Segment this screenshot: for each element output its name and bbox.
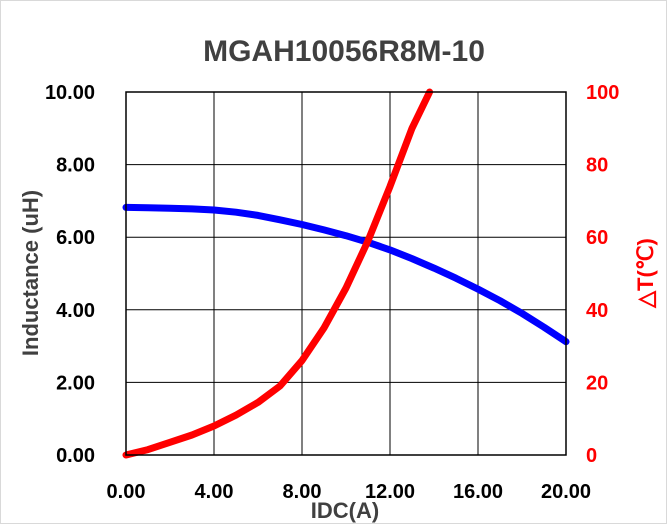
x-tick-label: 16.00	[453, 481, 503, 503]
y2-tick-label: 80	[586, 155, 608, 177]
x-axis-label: IDC(A)	[311, 498, 379, 523]
temperature-rise-line	[122, 88, 434, 459]
series-layer	[122, 88, 570, 459]
x-tick-label: 20.00	[541, 481, 591, 503]
inductance-line	[122, 203, 570, 346]
chart-title: MGAH10056R8M-10	[203, 35, 485, 68]
y-tick-label: 6.00	[56, 227, 95, 249]
y-tick-label: 4.00	[56, 300, 95, 322]
x-tick-label: 0.00	[107, 481, 146, 503]
x-tick-label: 4.00	[195, 481, 234, 503]
y2-tick-label: 40	[586, 300, 608, 322]
tick-layer: 0.00 4.00 8.00 12.00 16.00 20.00 0.00 2.00 4.00 6…	[45, 82, 619, 503]
x-tick-label: 12.00	[365, 481, 415, 503]
y2-tick-label: 60	[586, 227, 608, 249]
y-tick-label: 8.00	[56, 155, 95, 177]
y-tick-label: 10.00	[45, 82, 95, 104]
y2-tick-label: 100	[586, 82, 619, 104]
y-tick-label: 2.00	[56, 372, 95, 394]
y-tick-label: 0.00	[56, 445, 95, 467]
x-tick-label: 8.00	[283, 481, 322, 503]
y2-tick-label: 20	[586, 372, 608, 394]
y2-tick-label: 0	[586, 445, 597, 467]
plot-border	[125, 91, 567, 456]
y2-axis-label: △T(℃)	[633, 238, 658, 309]
grid-layer	[126, 92, 566, 455]
y-axis-label: Inductance (uH)	[18, 190, 43, 356]
